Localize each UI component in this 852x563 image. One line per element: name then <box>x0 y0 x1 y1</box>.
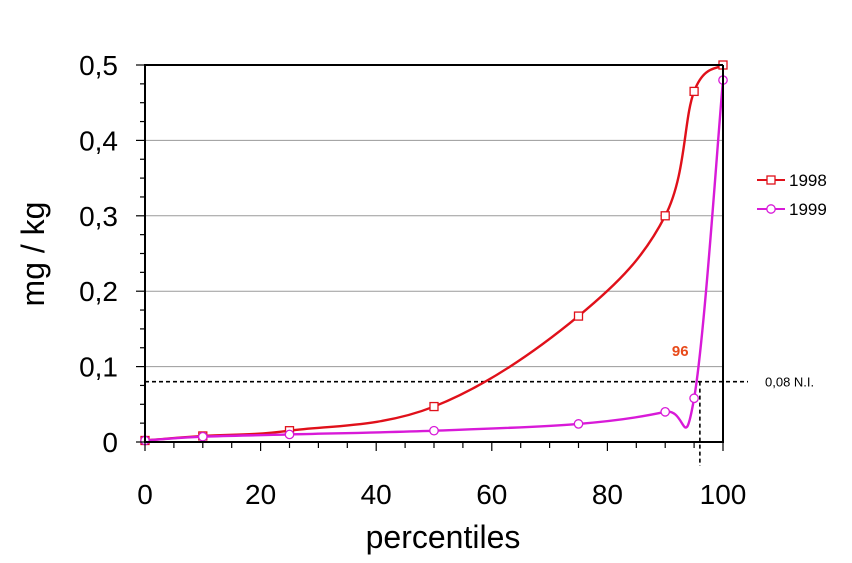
reference-line-group: 0,08 N.I. 96 <box>145 343 814 466</box>
legend-marker-1998 <box>766 175 776 185</box>
legend-label-1998: 1998 <box>789 171 827 190</box>
point-1998-3 <box>429 401 439 412</box>
grid-lines <box>145 139 723 368</box>
point-1999-4 <box>573 419 584 429</box>
x-tick-label: 100 <box>700 479 747 510</box>
x-axis-title: percentiles <box>366 519 521 555</box>
y-tick-label: 0,3 <box>79 201 118 232</box>
point-1999-6 <box>689 393 699 404</box>
legend-marker-1999 <box>766 204 776 214</box>
point-1999-5 <box>660 406 671 417</box>
legend-label-1999: 1999 <box>789 200 827 219</box>
point-1998-5 <box>660 211 670 221</box>
point-1999-1 <box>197 431 208 442</box>
ticks-group: 0 20 40 60 80 100 0 0,1 0,2 0,3 0,4 0,5 <box>79 50 746 510</box>
point-1998-4 <box>573 311 584 321</box>
legend: 1998 1999 <box>757 171 827 219</box>
x-tick-label: 80 <box>592 479 623 510</box>
x-tick-label: 0 <box>137 479 153 510</box>
reference-line-label: 0,08 N.I. <box>765 375 814 390</box>
y-tick-label: 0,5 <box>79 50 118 81</box>
y-tick-label: 0 <box>102 427 118 458</box>
y-axis-title: mg / kg <box>15 202 51 307</box>
y-tick-label: 0,1 <box>79 352 118 383</box>
x-tick-label: 60 <box>476 479 507 510</box>
x-tick-label: 20 <box>245 479 276 510</box>
y-tick-label: 0,4 <box>79 125 118 156</box>
series-group <box>140 60 728 446</box>
series-line-1999 <box>144 79 725 442</box>
point-1999-2 <box>284 429 295 440</box>
x-tick-label: 40 <box>361 479 392 510</box>
point-1999-3 <box>429 425 439 436</box>
point-1998-6 <box>689 86 699 97</box>
plot-frame <box>144 64 724 443</box>
series-line-1998 <box>144 63 724 442</box>
y-tick-label: 0,2 <box>79 276 118 307</box>
annotation-96: 96 <box>672 343 689 360</box>
